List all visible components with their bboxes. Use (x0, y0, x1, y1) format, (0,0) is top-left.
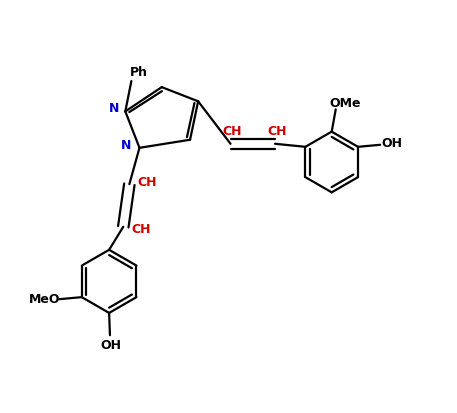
Text: N: N (109, 102, 119, 115)
Text: CH: CH (267, 125, 287, 138)
Text: Ph: Ph (130, 66, 148, 78)
Text: OMe: OMe (329, 97, 361, 110)
Text: N: N (122, 139, 132, 152)
Text: CH: CH (138, 176, 157, 189)
Text: MeO: MeO (28, 293, 60, 306)
Text: CH: CH (223, 125, 242, 138)
Text: CH: CH (132, 223, 151, 237)
Text: OH: OH (381, 138, 402, 150)
Text: OH: OH (101, 339, 122, 352)
